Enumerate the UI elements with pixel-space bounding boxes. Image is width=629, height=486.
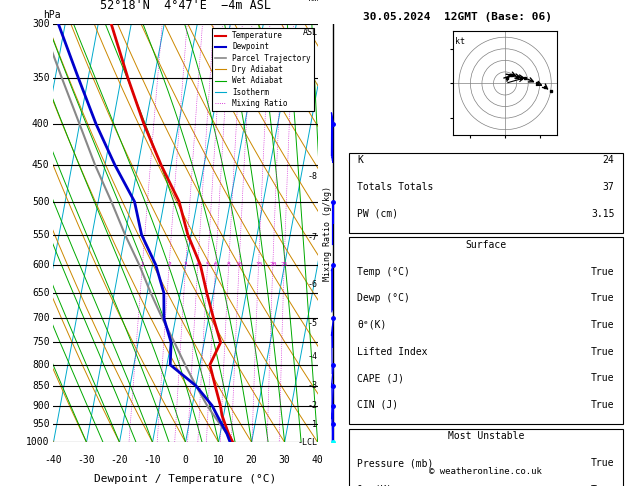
Text: 850: 850: [32, 381, 50, 391]
Text: CIN (J): CIN (J): [357, 400, 398, 410]
Text: True: True: [591, 347, 615, 357]
Text: True: True: [591, 293, 615, 303]
Text: Pressure (mb): Pressure (mb): [357, 458, 433, 468]
Text: -LCL: -LCL: [298, 438, 318, 447]
Text: km: km: [308, 0, 318, 3]
Text: 25: 25: [281, 262, 288, 267]
Text: 3.15: 3.15: [591, 208, 615, 219]
Text: 10: 10: [213, 455, 225, 465]
Text: 30.05.2024  12GMT (Base: 06): 30.05.2024 12GMT (Base: 06): [363, 12, 552, 22]
Text: 3: 3: [184, 262, 187, 267]
Text: Most Unstable: Most Unstable: [448, 432, 524, 441]
Text: K: K: [357, 155, 363, 165]
Text: 500: 500: [32, 197, 50, 207]
Text: 800: 800: [32, 360, 50, 370]
Text: 400: 400: [32, 119, 50, 129]
Text: 550: 550: [32, 230, 50, 240]
Text: Dewp (°C): Dewp (°C): [357, 293, 410, 303]
Text: -40: -40: [45, 455, 62, 465]
Text: 0: 0: [182, 455, 189, 465]
Text: CAPE (J): CAPE (J): [357, 373, 404, 383]
Text: True: True: [591, 485, 615, 486]
Text: True: True: [591, 458, 615, 468]
Text: hPa: hPa: [43, 10, 60, 20]
Text: Temp (°C): Temp (°C): [357, 267, 410, 277]
Text: -1: -1: [308, 420, 318, 429]
Text: Surface: Surface: [465, 240, 506, 250]
Text: θᵉ(K): θᵉ(K): [357, 320, 387, 330]
Text: 20: 20: [269, 262, 277, 267]
Text: Lifted Index: Lifted Index: [357, 347, 428, 357]
Text: True: True: [591, 373, 615, 383]
Text: -3: -3: [308, 382, 318, 390]
Text: 750: 750: [32, 337, 50, 347]
Text: True: True: [591, 267, 615, 277]
Text: Mixing Ratio (g/kg): Mixing Ratio (g/kg): [323, 186, 332, 281]
Text: 4: 4: [196, 262, 200, 267]
Text: -6: -6: [308, 280, 318, 289]
Text: 5: 5: [206, 262, 209, 267]
Text: kt: kt: [455, 37, 465, 46]
Text: ASL: ASL: [303, 29, 318, 37]
Text: -4: -4: [308, 351, 318, 361]
Text: © weatheronline.co.uk: © weatheronline.co.uk: [430, 468, 542, 476]
Text: Dewpoint / Temperature (°C): Dewpoint / Temperature (°C): [94, 473, 277, 484]
Text: True: True: [591, 400, 615, 410]
Text: 700: 700: [32, 313, 50, 324]
Text: -30: -30: [77, 455, 96, 465]
Text: 2: 2: [167, 262, 171, 267]
Text: 52°18'N  4°47'E  −4m ASL: 52°18'N 4°47'E −4m ASL: [100, 0, 271, 12]
Text: -8: -8: [308, 172, 318, 181]
Legend: Temperature, Dewpoint, Parcel Trajectory, Dry Adiabat, Wet Adiabat, Isotherm, Mi: Temperature, Dewpoint, Parcel Trajectory…: [211, 28, 314, 111]
Text: 900: 900: [32, 400, 50, 411]
Text: 24: 24: [603, 155, 615, 165]
Text: 30: 30: [279, 455, 291, 465]
Text: -10: -10: [143, 455, 162, 465]
Text: 20: 20: [246, 455, 257, 465]
Text: 350: 350: [32, 73, 50, 83]
Text: 600: 600: [32, 260, 50, 270]
Text: 15: 15: [255, 262, 262, 267]
Text: 300: 300: [32, 19, 50, 29]
Text: 6: 6: [214, 262, 218, 267]
Text: 1000: 1000: [26, 437, 50, 447]
Text: 10: 10: [235, 262, 243, 267]
Text: -2: -2: [308, 401, 318, 410]
Text: -7: -7: [308, 233, 318, 243]
Text: Totals Totals: Totals Totals: [357, 182, 433, 192]
Text: 8: 8: [227, 262, 231, 267]
Text: 450: 450: [32, 160, 50, 170]
Text: PW (cm): PW (cm): [357, 208, 398, 219]
Text: True: True: [591, 320, 615, 330]
Text: 40: 40: [312, 455, 323, 465]
Text: θᵉ (K): θᵉ (K): [357, 485, 392, 486]
Bar: [349, 429, 623, 486]
Text: -20: -20: [111, 455, 128, 465]
Bar: [349, 237, 623, 424]
Bar: [349, 153, 623, 232]
Text: 37: 37: [603, 182, 615, 192]
Text: 1: 1: [140, 262, 144, 267]
Text: -5: -5: [308, 319, 318, 328]
Text: 650: 650: [32, 288, 50, 298]
Text: 950: 950: [32, 419, 50, 430]
